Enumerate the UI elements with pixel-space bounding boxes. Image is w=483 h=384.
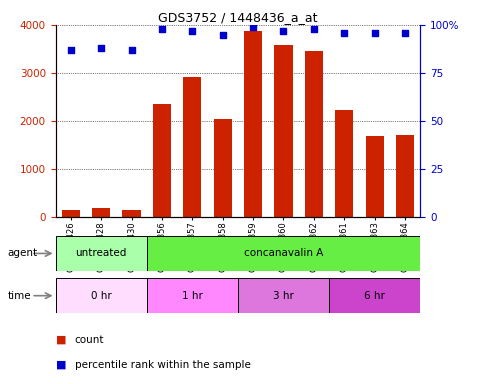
Text: ■: ■ [56, 335, 66, 345]
Bar [56, 278, 147, 313]
Point [158, 26, 166, 32]
Bar [122, 210, 141, 217]
Point [341, 30, 348, 36]
Point [280, 28, 287, 34]
Text: agent: agent [7, 248, 37, 258]
Point [97, 45, 105, 51]
Text: count: count [75, 335, 104, 345]
Text: time: time [7, 291, 31, 301]
Text: 1 hr: 1 hr [182, 291, 203, 301]
Text: 0 hr: 0 hr [91, 291, 112, 301]
Bar [335, 110, 354, 217]
Point [371, 30, 379, 36]
Bar [305, 51, 323, 217]
Bar [62, 210, 80, 217]
Bar [183, 77, 201, 217]
Bar [147, 278, 238, 313]
Bar [92, 209, 110, 217]
Point [67, 47, 74, 53]
Text: 6 hr: 6 hr [364, 291, 385, 301]
Text: percentile rank within the sample: percentile rank within the sample [75, 360, 251, 370]
Bar [147, 236, 420, 271]
Bar [238, 278, 329, 313]
Bar [244, 31, 262, 217]
Bar [329, 278, 420, 313]
Title: GDS3752 / 1448436_a_at: GDS3752 / 1448436_a_at [158, 11, 318, 24]
Text: untreated: untreated [75, 248, 127, 258]
Bar [366, 136, 384, 217]
Text: concanavalin A: concanavalin A [244, 248, 323, 258]
Bar [274, 45, 293, 217]
Bar [396, 136, 414, 217]
Point [128, 47, 135, 53]
Text: ■: ■ [56, 360, 66, 370]
Bar [213, 119, 232, 217]
Point [310, 26, 318, 32]
Point [188, 28, 196, 34]
Text: 3 hr: 3 hr [273, 291, 294, 301]
Bar [153, 104, 171, 217]
Point [219, 31, 227, 38]
Point [401, 30, 409, 36]
Point [249, 24, 257, 30]
Bar [56, 236, 147, 271]
